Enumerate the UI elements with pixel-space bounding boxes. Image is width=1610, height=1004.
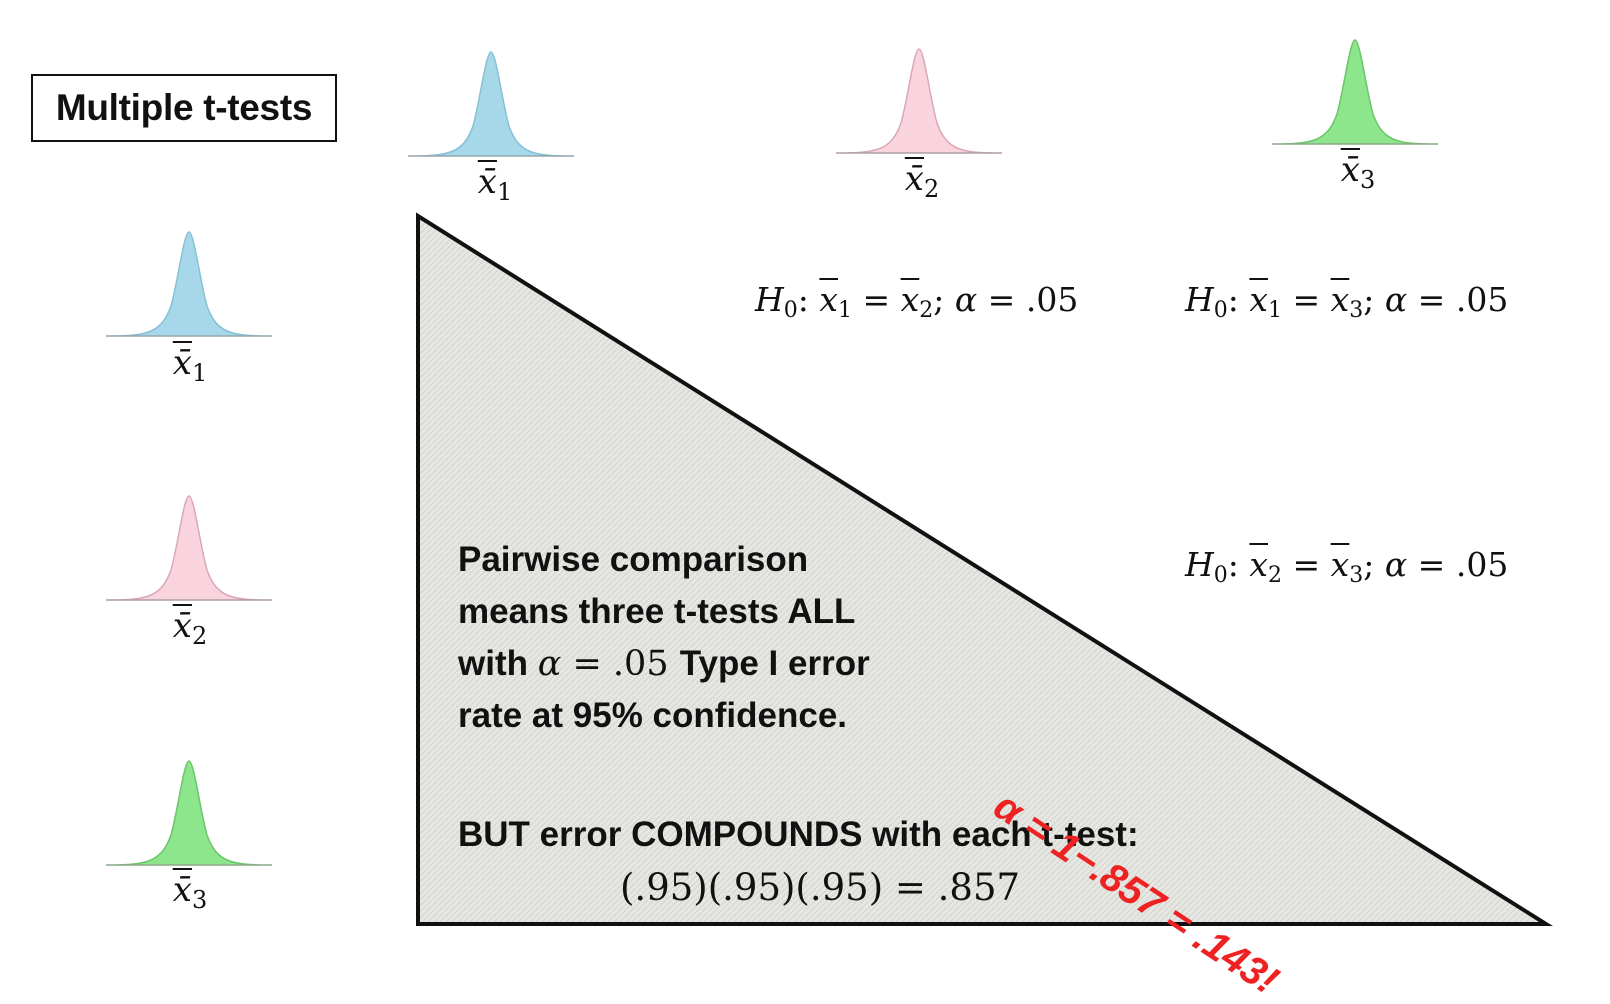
label-top-1: x̄1 [455, 165, 535, 204]
explanation-line-3-end: Type I error [679, 644, 870, 683]
mean-subscript: 3 [1359, 166, 1376, 194]
alpha-value: .05 [1025, 280, 1079, 319]
label-left-3: x̄3 [150, 873, 230, 912]
explanation-line-3-start: with [458, 644, 538, 683]
curve-top-2 [836, 48, 1002, 154]
hypothesis-1-vs-3: H0: x1 = x3; α = .05 [1185, 280, 1509, 323]
label-top-2: x̄2 [882, 162, 962, 201]
mean-subscript: 2 [923, 175, 940, 203]
hypothesis-2-vs-3: H0: x2 = x3; α = .05 [1185, 545, 1509, 588]
xbar-symbol: x [1249, 545, 1269, 584]
curve-shape [408, 51, 574, 157]
explanation-line-1: Pairwise comparison [458, 540, 809, 579]
mean-subscript: 3 [191, 886, 208, 914]
triangle-shape [416, 212, 1553, 926]
mean-subscript: 1 [496, 178, 513, 206]
mean-subscript: 1 [191, 359, 208, 387]
xbar-symbol: x [819, 280, 839, 319]
mean-symbol: x̄ [1340, 150, 1360, 190]
explanation-text: Pairwise comparison means three t-tests … [458, 534, 978, 742]
mean-symbol: x̄ [172, 343, 192, 383]
alpha-symbol: α [537, 644, 562, 684]
explanation-line-3: with α = .05 Type I error [458, 638, 978, 690]
curve-top-3 [1272, 39, 1438, 145]
label-top-3: x̄3 [1318, 153, 1398, 192]
explanation-line-2-emphasis: three t-tests ALL [578, 592, 856, 631]
alpha-value: .05 [1455, 545, 1509, 584]
label-left-1: x̄1 [150, 346, 230, 385]
xbar-subscript: 3 [1349, 298, 1364, 323]
explanation-line-2: means three t-tests ALL [458, 586, 978, 638]
curve-left-1 [106, 231, 272, 337]
alpha-value: .05 [1455, 280, 1509, 319]
mean-subscript: 2 [191, 622, 208, 650]
curve-left-3 [106, 760, 272, 866]
curve-shape [106, 495, 272, 601]
xbar-symbol: x [1330, 545, 1350, 584]
curve-shape [106, 760, 272, 866]
curve-left-2 [106, 495, 272, 601]
explanation-line-4: rate at 95% confidence. [458, 696, 848, 735]
title-box: Multiple t-tests [31, 74, 337, 142]
hypothesis-1-vs-2: H0: x1 = x2; α = .05 [755, 280, 1079, 323]
mean-symbol: x̄ [172, 606, 192, 646]
h-symbol: H [1185, 545, 1214, 584]
xbar-subscript: 3 [1349, 563, 1364, 588]
h-subscript: 0 [783, 298, 798, 323]
mean-symbol: x̄ [904, 159, 924, 199]
h-symbol: H [755, 280, 784, 319]
xbar-subscript: 1 [838, 298, 853, 323]
compound-calculation: (.95)(.95)(.95) = .857 [620, 866, 1021, 909]
xbar-symbol: x [900, 280, 920, 319]
xbar-subscript: 1 [1268, 298, 1283, 323]
curve-shape [106, 231, 272, 337]
explanation-line-2-start: means [458, 592, 579, 631]
curve-top-1 [408, 51, 574, 157]
curve-shape [836, 48, 1002, 154]
xbar-subscript: 2 [1268, 563, 1283, 588]
compound-warning: BUT error COMPOUNDS with each t-test: [458, 815, 1139, 854]
label-left-2: x̄2 [150, 609, 230, 648]
alpha-symbol: α [1384, 545, 1408, 584]
curve-shape [1272, 39, 1438, 145]
mean-symbol: x̄ [477, 162, 497, 202]
triangle-diagram [416, 212, 1553, 926]
h-subscript: 0 [1213, 563, 1228, 588]
mean-symbol: x̄ [172, 870, 192, 910]
title: Multiple t-tests [55, 87, 313, 128]
xbar-symbol: x [1249, 280, 1269, 319]
h-symbol: H [1185, 280, 1214, 319]
xbar-symbol: x [1330, 280, 1350, 319]
alpha-symbol: α [1384, 280, 1408, 319]
alpha-equation: = .05 [561, 644, 680, 684]
alpha-symbol: α [954, 280, 978, 319]
xbar-subscript: 2 [919, 298, 934, 323]
h-subscript: 0 [1213, 298, 1228, 323]
